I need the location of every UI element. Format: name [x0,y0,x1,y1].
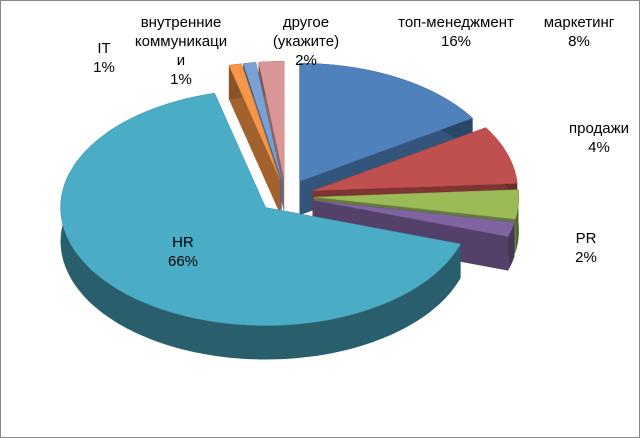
slice [228,63,281,180]
category-label: IT [97,40,111,57]
slice-side [515,189,519,254]
category-label: маркетинг [543,14,615,31]
slice [60,92,462,326]
data-label: другое (укажите) 2% [261,13,351,70]
data-label: внутренние коммуникации 1% [131,13,231,89]
slice [299,63,474,182]
data-label: HR 66% [153,233,213,271]
data-label: маркетинг 8% [534,13,624,51]
category-label: продажи [569,120,629,137]
data-label: продажи 4% [559,119,639,157]
data-label: топ-менеджмент 16% [396,13,516,51]
category-label: топ-менеджмент [398,14,514,31]
value-label: 1% [170,71,192,88]
slice [313,199,515,237]
value-label: 66% [167,253,199,270]
category-label: HR [172,234,194,251]
slice-side [508,222,515,271]
category-label: другое (укажите) [272,14,340,50]
value-label: 4% [588,139,610,156]
value-label: 1% [93,59,115,76]
slice-cut-face [228,65,280,214]
slice [242,62,282,180]
data-label: PR 2% [566,229,606,267]
value-label: 2% [295,52,317,69]
category-label: внутренние коммуникации [134,14,228,69]
value-label: 2% [575,249,597,266]
value-label: 16% [440,33,472,50]
slice [312,127,518,192]
slice [258,60,285,180]
category-label: PR [575,230,597,247]
value-label: 8% [568,33,590,50]
data-label: IT 1% [89,39,119,77]
slice [313,189,520,220]
